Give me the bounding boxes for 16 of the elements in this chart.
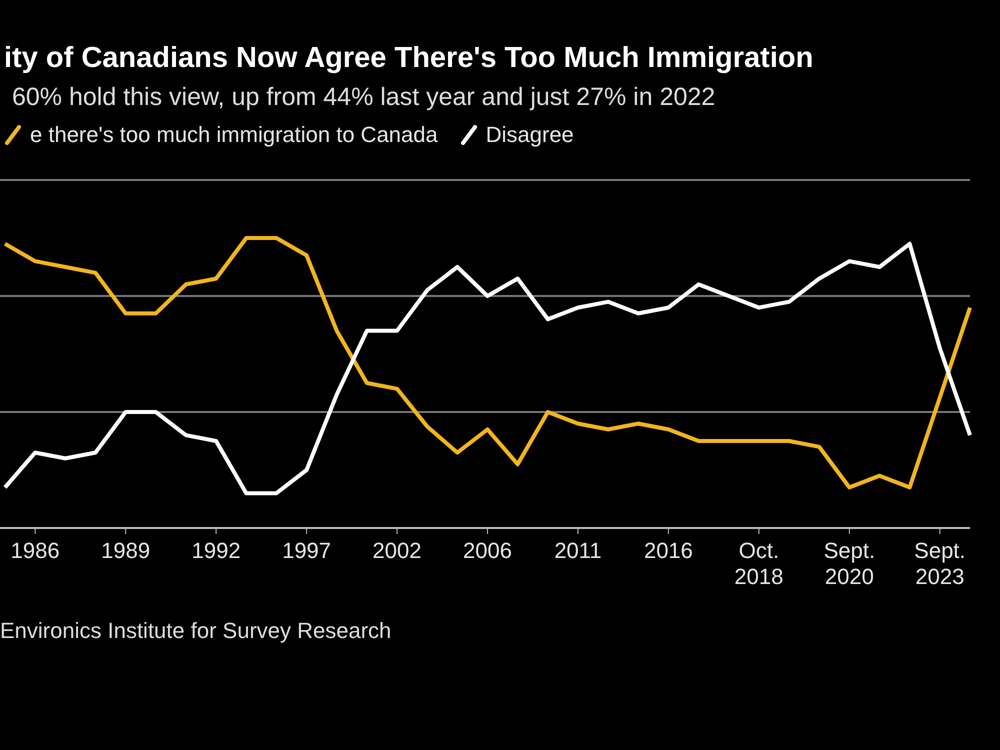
x-tick-label: Sept. 2023 [914,538,966,589]
x-tick-label: Oct. 2018 [734,538,784,589]
x-tick-label: 1986 [10,538,60,563]
x-tick-label: 1997 [282,538,332,563]
x-tick-label: 1992 [192,538,241,563]
x-tick-label: 2006 [463,538,512,563]
text: Environics Institute for Survey Research [0,618,392,644]
x-tick-label: 1989 [101,538,150,563]
legend-label: Disagree [486,122,574,148]
legend-label: e there's too much immigration to Canada [30,122,438,148]
chart-subtitle: 60% hold this view, up from 44% last year and just 27% in 2022 [12,83,716,112]
x-tick-label: Sept. 2020 [824,538,876,589]
x-tick-label: 2002 [372,538,422,563]
x-tick-label: 2016 [644,538,693,563]
x-tick-label: 2011 [554,538,602,563]
chart-title: ity of Canadians Now Agree There's Too Much Immigration [4,42,814,75]
